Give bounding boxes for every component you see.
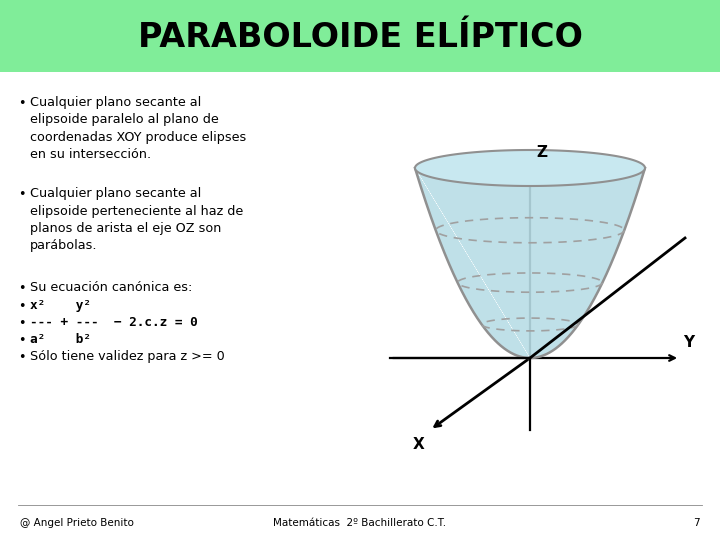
Text: PARABOLOIDE ELÍPTICO: PARABOLOIDE ELÍPTICO <box>138 21 582 54</box>
Text: •: • <box>18 188 25 201</box>
Text: •: • <box>18 97 25 110</box>
Text: Su ecuación canónica es:: Su ecuación canónica es: <box>30 281 192 294</box>
Text: Sólo tiene validez para z >= 0: Sólo tiene validez para z >= 0 <box>30 350 225 363</box>
Text: •: • <box>18 317 25 330</box>
Text: --- + ---  − 2.c.z = 0: --- + --- − 2.c.z = 0 <box>30 316 198 329</box>
Polygon shape <box>415 150 645 186</box>
Text: •: • <box>18 300 25 313</box>
Text: •: • <box>18 351 25 364</box>
Text: Matemáticas  2º Bachillerato C.T.: Matemáticas 2º Bachillerato C.T. <box>274 518 446 528</box>
Text: x²    y²: x² y² <box>30 299 91 312</box>
Text: 7: 7 <box>693 518 700 528</box>
Text: @ Angel Prieto Benito: @ Angel Prieto Benito <box>20 518 134 528</box>
Text: Y: Y <box>683 335 694 350</box>
Text: Cualquier plano secante al
elipsoide paralelo al plano de
coordenadas XOY produc: Cualquier plano secante al elipsoide par… <box>30 96 246 161</box>
Text: •: • <box>18 334 25 347</box>
Text: Cualquier plano secante al
elipsoide perteneciente al haz de
planos de arista el: Cualquier plano secante al elipsoide per… <box>30 187 243 253</box>
Text: X: X <box>413 437 424 452</box>
FancyBboxPatch shape <box>0 0 720 72</box>
Text: Z: Z <box>536 145 547 160</box>
Polygon shape <box>415 168 645 358</box>
Text: a²    b²: a² b² <box>30 333 91 346</box>
Text: •: • <box>18 282 25 295</box>
